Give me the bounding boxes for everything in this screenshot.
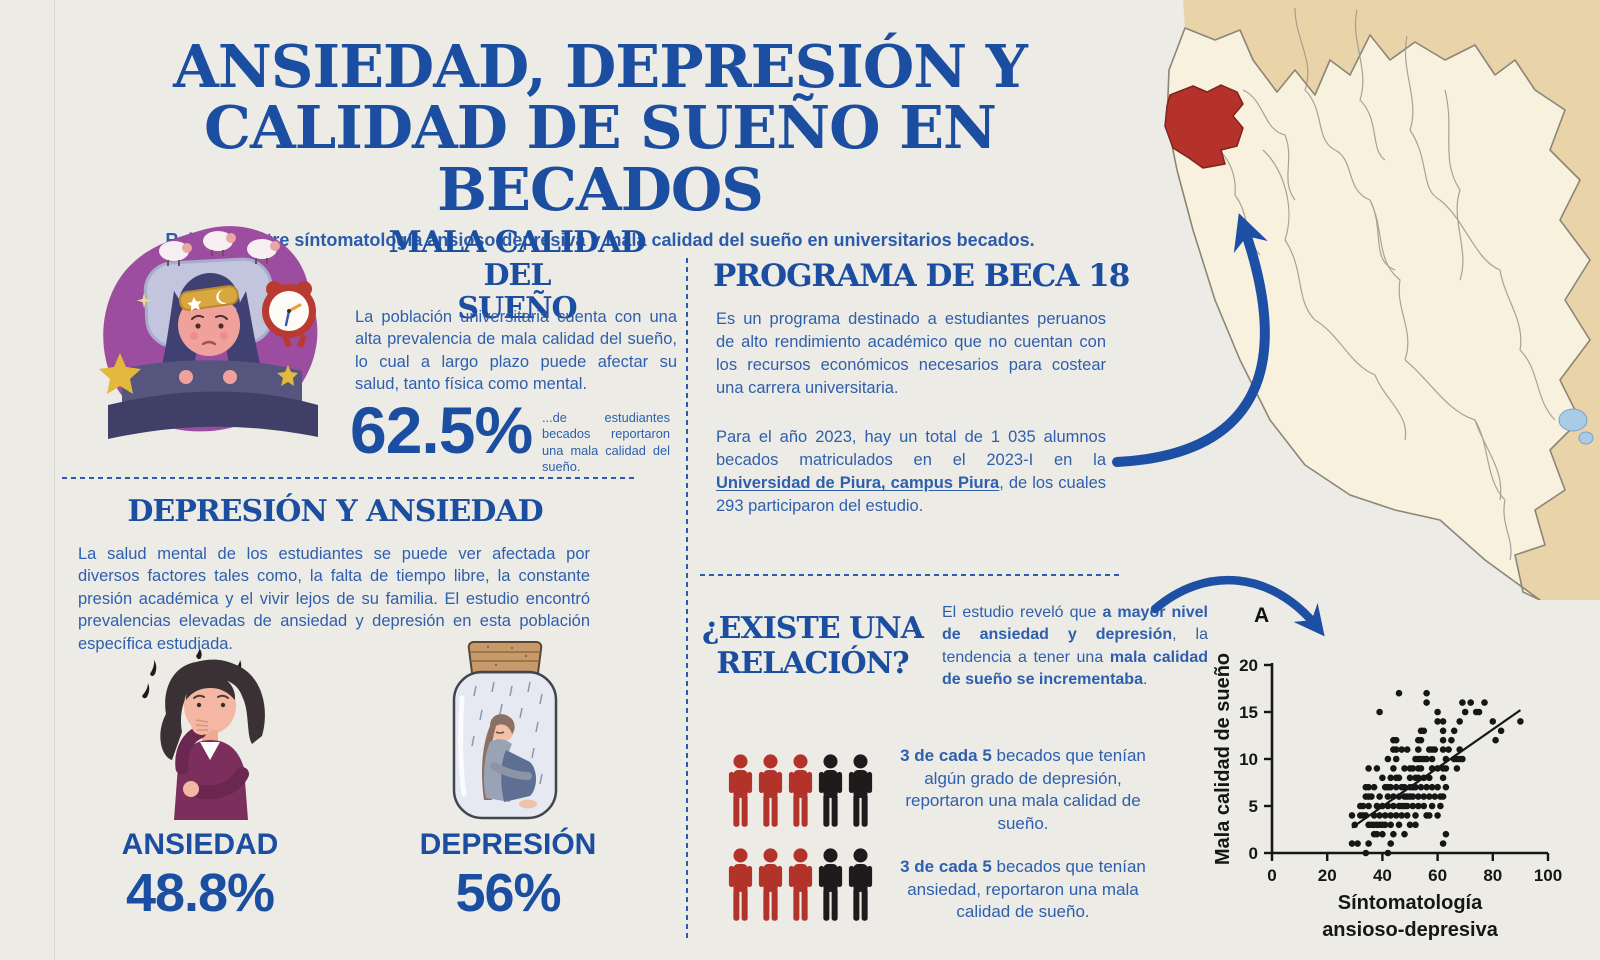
map-piura-region: [1164, 84, 1244, 169]
text-run: becados que tenían ansiedad, reportaron …: [907, 857, 1146, 922]
rain-lines: [471, 681, 543, 785]
depression-label: DEPRESIÓN: [419, 828, 597, 861]
relation-intro: El estudio reveló que a mayor nivel de a…: [942, 602, 1208, 692]
depression-anxiety-body: La salud mental de los estudiantes se pu…: [78, 545, 590, 653]
svg-text:Síntomatología: Síntomatología: [1338, 892, 1483, 914]
text-run: El estudio reveló que: [942, 604, 1103, 621]
paper-edge-line: [54, 0, 55, 960]
chart-panel-label: A: [1254, 604, 1270, 627]
svg-text:10: 10: [1239, 750, 1258, 769]
person-icon-red: [728, 754, 753, 827]
person-icon-black: [818, 848, 843, 921]
emphasis-text: mala calidad de sueño se incrementaba: [942, 648, 1209, 689]
page-title-line1: ANSIEDAD, DEPRESIÓN Y: [173, 32, 1028, 101]
svg-text:80: 80: [1483, 866, 1502, 885]
beca-body2: Para el año 2023, hay un total de 1 035 …: [716, 426, 1106, 518]
scatter-plot: 0 20 40 60 80 100 0 5 10 15 20 Mala calidad de sueñ…: [1212, 653, 1562, 941]
person-in-jar: [482, 714, 537, 809]
sheep-icons: [159, 231, 280, 266]
person-icon-red: [758, 848, 783, 921]
person-icon-black: [848, 848, 873, 921]
jar-illustration: [452, 641, 558, 820]
svg-text:0: 0: [1249, 844, 1258, 863]
person-icon-black: [848, 754, 873, 827]
text-run: , de los cuales 293 participaron del est…: [716, 474, 1106, 516]
emphasis-text: 3 de cada 5: [900, 857, 992, 876]
sleep-quality-body: La población universitaria cuenta con un…: [355, 308, 677, 394]
beca-heading: PROGRAMA DE BECA 18: [713, 258, 1130, 294]
star-icons: [99, 293, 298, 394]
cork-lid: [467, 641, 543, 674]
people-icons-depression: [726, 752, 876, 830]
divider-vertical: [686, 258, 688, 940]
anxiety-illustration: [142, 648, 265, 820]
page-title: ANSIEDAD, DEPRESIÓN Y CALIDAD DE SUEÑO E…: [60, 36, 1140, 220]
anxiety-label: ANSIEDAD: [121, 828, 279, 861]
person-icon-black: [818, 754, 843, 827]
svg-text:20: 20: [1318, 866, 1337, 885]
depression-value: 56%: [455, 863, 561, 923]
person-icon-red: [788, 754, 813, 827]
beca-body1: Es un programa destinado a estudiantes p…: [716, 310, 1106, 398]
text-run: Para el año 2023, hay un total de 1 035 …: [716, 428, 1106, 470]
anxiety-value: 48.8%: [125, 863, 275, 923]
emphasis-text: 3 de cada 5: [900, 746, 992, 765]
text-run: .: [1142, 671, 1148, 689]
people-icons-anxiety: [726, 846, 876, 924]
peru-map: [1145, 0, 1600, 600]
alarm-clock-icon: [262, 281, 316, 348]
relation-heading: ¿EXISTE UNA RELACIÓN?: [702, 611, 924, 681]
blanket: [108, 360, 318, 439]
depression-ratio-caption: 3 de cada 5 becados que tenían algún gra…: [898, 745, 1148, 835]
divider-right-horizontal: [700, 574, 1120, 576]
divider-left-horizontal: [62, 477, 638, 479]
anxiety-ratio-caption: 3 de cada 5 becados que tenían ansiedad,…: [890, 856, 1156, 924]
svg-text:20: 20: [1239, 656, 1258, 675]
svg-text:5: 5: [1249, 797, 1258, 816]
svg-text:0: 0: [1267, 866, 1276, 885]
map-lake-titicaca: [1558, 408, 1594, 445]
svg-text:100: 100: [1534, 866, 1562, 885]
text-run: becados que tenían algún grado de depres…: [905, 746, 1146, 833]
page-subtitle: Relación entre síntomatología ansioso-de…: [165, 230, 1035, 251]
person-icon-red: [758, 754, 783, 827]
insomnia-illustration: [99, 226, 318, 439]
map-peru: [1166, 27, 1591, 600]
svg-text:ansioso-depresiva: ansioso-depresiva: [1322, 919, 1499, 941]
svg-text:Mala calidad de sueño: Mala calidad de sueño: [1212, 653, 1234, 865]
person-icon-red: [788, 848, 813, 921]
sleep-quality-stat-value: 62.5%: [350, 393, 533, 467]
depression-anxiety-heading: DEPRESIÓN Y ANSIEDAD: [127, 494, 543, 529]
sleep-quality-heading: MALA CALIDAD DEL SUEÑO: [388, 225, 647, 326]
header: ANSIEDAD, DEPRESIÓN Y CALIDAD DE SUEÑO E…: [60, 36, 1140, 251]
page-title-line2: CALIDAD DE SUEÑO EN BECADOS: [204, 93, 997, 224]
emphasis-text: Universidad de Piura, campus Piura: [716, 474, 1000, 493]
svg-text:15: 15: [1239, 703, 1258, 722]
svg-text:60: 60: [1428, 866, 1447, 885]
sleep-quality-stat-caption: ...de estudiantes becados reportaron una…: [542, 410, 670, 475]
person-icon-red: [728, 848, 753, 921]
svg-text:40: 40: [1373, 866, 1392, 885]
